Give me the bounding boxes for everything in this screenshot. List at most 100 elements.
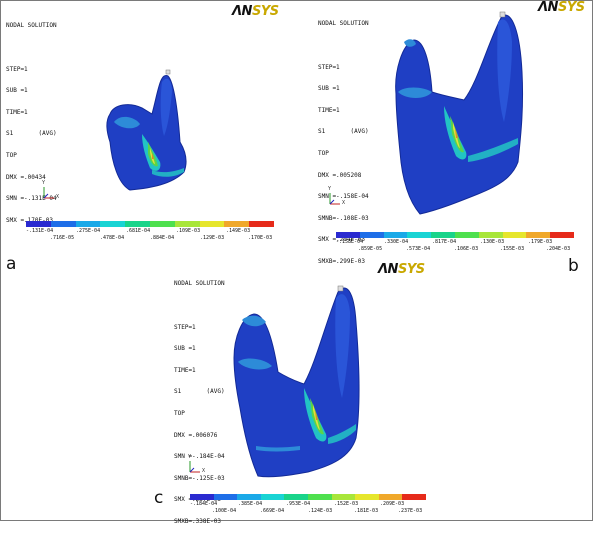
legend-swatch (402, 494, 426, 500)
legend-tick: .237E-03 (398, 508, 423, 514)
legend-swatch (502, 232, 527, 238)
tooth-model (233, 285, 360, 478)
legend-tick: .275E-04 (76, 228, 101, 234)
legend-swatch (149, 221, 175, 227)
contour-legend: -.158E-04 .330E-04 .817E-04 .130E-03 .17… (336, 232, 574, 252)
ansys-logo: ΛNSYS (538, 0, 585, 15)
legend-swatch (100, 221, 126, 227)
panel-label-b: b (568, 256, 579, 276)
info-line: DMX =.00434 (6, 173, 46, 181)
legend-swatch (125, 221, 150, 227)
legend-swatch (75, 221, 101, 227)
legend-colorbar (26, 221, 274, 227)
info-line: NODAL SOLUTION (6, 22, 57, 30)
legend-tick: .478E-04 (100, 235, 125, 241)
legend-swatch (431, 232, 455, 238)
panel-a: NODAL SOLUTION STEP=1 SUB =1 TIME=1 S1 (… (2, 2, 294, 274)
panel-label-a: a (6, 254, 17, 274)
logo-an: ΛN (232, 4, 252, 19)
legend-tick: .124E-03 (308, 508, 333, 514)
ansys-logo: ΛNSYS (232, 4, 279, 19)
info-line: SUB =1 (318, 85, 340, 93)
logo-sys: SYS (397, 262, 425, 277)
legend-tick: .859E-05 (358, 246, 383, 252)
axis-y-label: Y (188, 454, 192, 460)
legend-swatch (284, 494, 308, 500)
legend-tick: .155E-03 (500, 246, 525, 252)
legend-tick: .170E-03 (248, 235, 273, 241)
axis-x-label: X (342, 200, 346, 206)
legend-tick: .330E-04 (384, 239, 409, 245)
info-line: SMX =.204E-03 (318, 236, 365, 244)
legend-tick: .204E-03 (546, 246, 571, 252)
legend-swatch (355, 494, 379, 500)
axis-y-label: Y (42, 180, 46, 186)
info-line: TOP (6, 151, 17, 159)
legend-swatch (213, 494, 238, 500)
axis-triad: Y X (188, 454, 206, 476)
tooth-model (395, 11, 524, 215)
axis-triad-icon (329, 193, 340, 205)
info-line: DMX =.006076 (174, 431, 218, 439)
logo-sys: SYS (251, 4, 279, 19)
contour-legend: -.131E-04 .275E-04 .681E-04 .109E-03 .14… (26, 221, 274, 241)
tooth-body (233, 287, 360, 478)
panel-label-c: c (154, 488, 164, 508)
ansys-logo: ΛNSYS (378, 262, 425, 277)
info-line: DMX =.005208 (318, 171, 362, 179)
legend-tick: .573E-04 (406, 246, 431, 252)
legend-tick: .716E-05 (50, 235, 75, 241)
legend-colorbar (336, 232, 574, 238)
info-line: SMN =-.158E-04 (318, 193, 369, 201)
panel-b: NODAL SOLUTION STEP=1 SUB =1 TIME=1 S1 (… (298, 0, 590, 276)
legend-tick: .106E-03 (454, 246, 479, 252)
legend-tick: .152E-03 (334, 501, 359, 507)
legend-tick: .953E-04 (286, 501, 311, 507)
legend-tick: .129E-03 (200, 235, 225, 241)
legend-swatch (336, 232, 360, 238)
legend-swatch (383, 232, 408, 238)
axis-x-label: X (56, 194, 60, 200)
legend-tick: .385E-04 (238, 501, 263, 507)
legend-swatch (331, 494, 356, 500)
legend-tick: .179E-03 (528, 239, 553, 245)
legend-swatch (550, 232, 574, 238)
legend-swatch (260, 494, 285, 500)
legend-swatch (407, 232, 432, 238)
legend-swatch (249, 221, 274, 227)
logo-sys: SYS (557, 0, 585, 15)
legend-swatch (199, 221, 225, 227)
panel-c: NODAL SOLUTION STEP=1 SUB =1 TIME=1 S1 (… (154, 262, 432, 525)
legend-swatch (237, 494, 261, 500)
info-line: S1 (AVG) (174, 388, 225, 396)
axis-triad: Y X (42, 180, 60, 202)
solution-info: NODAL SOLUTION STEP=1 SUB =1 TIME=1 S1 (… (6, 8, 57, 238)
info-line: S1 (AVG) (318, 128, 369, 136)
legend-tick: .884E-04 (150, 235, 175, 241)
axis-x-label: X (202, 468, 206, 474)
info-line: NODAL SOLUTION (174, 280, 225, 288)
tooth-body (395, 14, 524, 215)
legend-swatch (378, 494, 403, 500)
legend-tick: -.158E-04 (336, 239, 364, 245)
info-line: TIME=1 (6, 108, 28, 116)
legend-swatch (50, 221, 76, 227)
info-line: SMNB=-.125E-03 (174, 474, 225, 482)
legend-tick: .209E-03 (380, 501, 405, 507)
legend-swatch (478, 232, 503, 238)
contour-legend: -.184E-04 .385E-04 .953E-04 .152E-03 .20… (190, 494, 426, 514)
solution-info: NODAL SOLUTION STEP=1 SUB =1 TIME=1 S1 (… (318, 6, 369, 280)
logo-an: ΛN (378, 262, 398, 277)
legend-swatch (526, 232, 551, 238)
legend-swatch (307, 494, 332, 500)
legend-swatch (190, 494, 214, 500)
info-line: STEP=1 (174, 323, 196, 331)
legend-swatch (454, 232, 479, 238)
legend-tick: .669E-04 (260, 508, 285, 514)
info-line: STEP=1 (6, 65, 28, 73)
info-line: TOP (174, 409, 185, 417)
info-line: STEP=1 (318, 63, 340, 71)
info-line: SMX =.170E-03 (6, 216, 53, 224)
axis-y-label: Y (328, 186, 332, 192)
logo-an: ΛN (538, 0, 558, 15)
